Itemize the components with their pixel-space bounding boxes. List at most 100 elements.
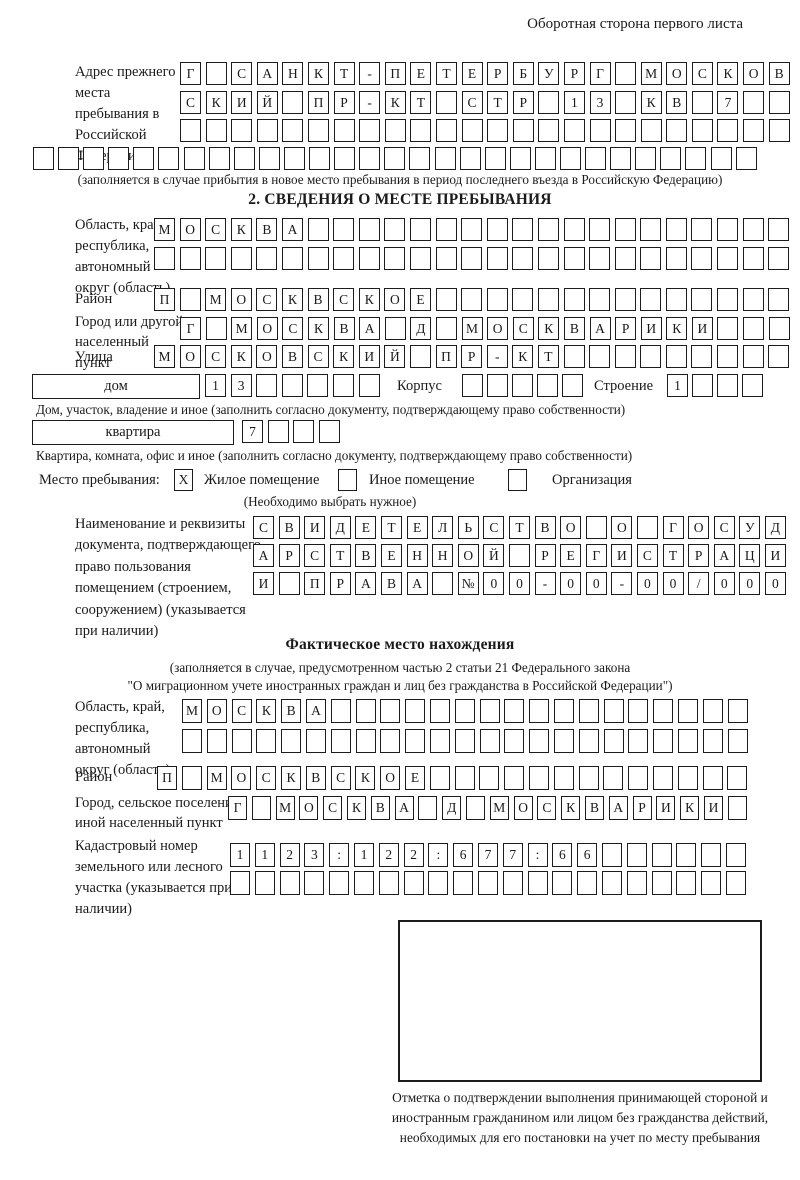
char-box[interactable] xyxy=(504,729,525,753)
char-box[interactable] xyxy=(563,218,585,241)
char-box[interactable] xyxy=(333,218,355,241)
char-box[interactable]: В xyxy=(333,317,355,340)
char-box[interactable] xyxy=(768,119,790,142)
char-box[interactable] xyxy=(504,699,525,723)
char-box[interactable]: О xyxy=(487,317,509,340)
char-box[interactable]: О xyxy=(384,288,406,311)
char-box[interactable]: К xyxy=(384,91,406,114)
char-box[interactable]: П xyxy=(384,62,406,85)
char-box[interactable]: О xyxy=(457,544,479,567)
char-box[interactable] xyxy=(378,871,399,895)
char-box[interactable] xyxy=(589,119,611,142)
char-box[interactable]: П xyxy=(304,572,326,595)
char-box[interactable] xyxy=(435,288,457,311)
char-box[interactable] xyxy=(743,91,765,114)
char-box[interactable] xyxy=(635,147,657,170)
char-box[interactable]: У xyxy=(538,62,560,85)
char-box[interactable] xyxy=(409,147,431,170)
char-box[interactable]: С xyxy=(461,91,483,114)
char-box[interactable]: С xyxy=(691,62,713,85)
char-box[interactable]: Т xyxy=(487,91,509,114)
char-box[interactable] xyxy=(304,871,325,895)
char-box[interactable] xyxy=(403,871,424,895)
char-box[interactable] xyxy=(676,843,697,867)
char-box[interactable] xyxy=(677,699,698,723)
char-box[interactable] xyxy=(384,147,406,170)
char-box[interactable] xyxy=(603,729,624,753)
char-box[interactable]: 1 xyxy=(353,843,374,867)
char-box[interactable]: 0 xyxy=(739,572,761,595)
char-box[interactable]: К xyxy=(358,288,380,311)
char-box[interactable] xyxy=(509,147,531,170)
char-box[interactable] xyxy=(477,871,498,895)
char-box[interactable] xyxy=(305,729,326,753)
char-box[interactable]: П xyxy=(307,91,329,114)
char-box[interactable] xyxy=(205,62,227,85)
char-box[interactable]: Е xyxy=(355,516,377,539)
char-box[interactable]: В xyxy=(256,218,278,241)
char-box[interactable] xyxy=(459,147,481,170)
char-box[interactable] xyxy=(355,699,376,723)
char-box[interactable] xyxy=(701,843,722,867)
char-box[interactable]: Р xyxy=(688,544,710,567)
char-box[interactable]: Е xyxy=(461,62,483,85)
char-box[interactable]: С xyxy=(231,699,252,723)
char-box[interactable]: Д xyxy=(442,796,462,820)
char-box[interactable] xyxy=(743,119,765,142)
char-box[interactable] xyxy=(384,247,406,270)
char-box[interactable]: П xyxy=(435,345,457,368)
char-box[interactable] xyxy=(267,420,289,443)
char-box[interactable]: Г xyxy=(228,796,247,820)
char-box[interactable] xyxy=(636,516,658,539)
char-box[interactable] xyxy=(355,729,376,753)
char-box[interactable]: Р xyxy=(278,544,300,567)
char-box[interactable]: В xyxy=(534,516,556,539)
char-box[interactable] xyxy=(628,766,649,790)
char-box[interactable] xyxy=(601,871,622,895)
char-box[interactable] xyxy=(283,147,305,170)
char-box[interactable] xyxy=(83,147,105,170)
char-box[interactable]: О xyxy=(611,516,633,539)
char-box[interactable] xyxy=(154,247,175,270)
char-box[interactable]: Й xyxy=(384,345,406,368)
char-box[interactable]: / xyxy=(688,572,710,595)
char-box[interactable] xyxy=(307,247,329,270)
char-box[interactable] xyxy=(742,345,764,368)
char-box[interactable]: С xyxy=(282,317,304,340)
char-box[interactable]: С xyxy=(231,62,253,85)
char-box[interactable] xyxy=(179,247,201,270)
char-box[interactable] xyxy=(640,288,662,311)
char-box[interactable] xyxy=(742,247,764,270)
char-box[interactable] xyxy=(691,91,713,114)
char-box[interactable] xyxy=(409,345,431,368)
char-box[interactable]: 7 xyxy=(477,843,498,867)
char-box[interactable] xyxy=(589,247,611,270)
char-box[interactable]: К xyxy=(307,62,329,85)
char-box[interactable]: С xyxy=(323,796,343,820)
char-box[interactable] xyxy=(585,516,607,539)
char-box[interactable]: Р xyxy=(329,572,351,595)
char-box[interactable]: Г xyxy=(180,317,201,340)
char-box[interactable]: В xyxy=(563,317,585,340)
char-box[interactable] xyxy=(256,729,277,753)
char-box[interactable] xyxy=(676,871,697,895)
char-box[interactable]: Г xyxy=(180,62,201,85)
char-box[interactable]: У xyxy=(739,516,761,539)
char-box[interactable] xyxy=(527,871,548,895)
char-box[interactable]: 0 xyxy=(662,572,684,595)
char-box[interactable] xyxy=(585,147,607,170)
char-box[interactable] xyxy=(108,147,130,170)
char-box[interactable] xyxy=(180,119,201,142)
char-box[interactable]: П xyxy=(154,288,175,311)
char-box[interactable]: : xyxy=(329,843,350,867)
char-box[interactable] xyxy=(330,729,351,753)
char-box[interactable]: А xyxy=(355,572,377,595)
char-box[interactable] xyxy=(282,91,304,114)
char-box[interactable] xyxy=(768,91,790,114)
char-box[interactable] xyxy=(768,317,790,340)
char-box[interactable] xyxy=(428,871,449,895)
char-box[interactable] xyxy=(614,345,636,368)
char-box[interactable]: А xyxy=(713,544,735,567)
char-box[interactable]: 2 xyxy=(403,843,424,867)
char-box[interactable]: 2 xyxy=(378,843,399,867)
